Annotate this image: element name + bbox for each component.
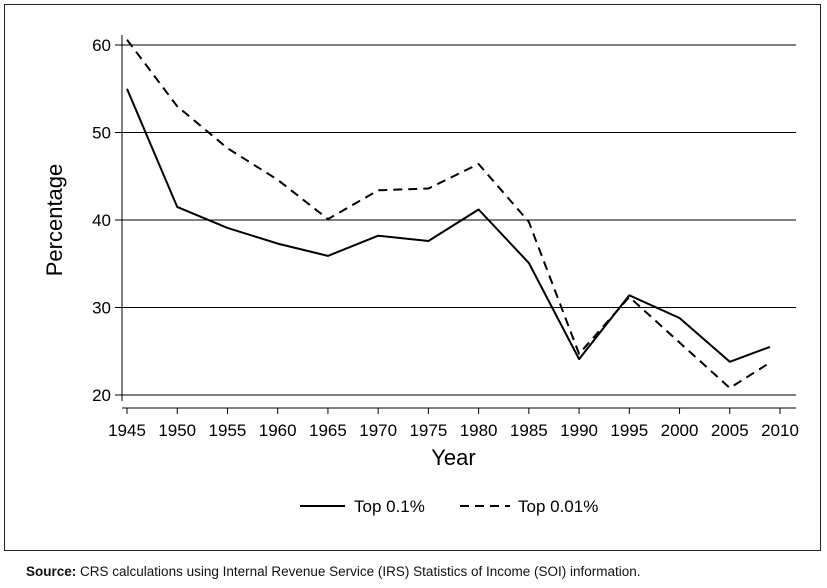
y-axis-title: Percentage — [42, 164, 67, 277]
legend: Top 0.1% Top 0.01% — [300, 497, 598, 516]
x-tick-label: 2010 — [761, 421, 799, 440]
series-line-top-0-01 — [126, 39, 771, 389]
source-note: Source: CRS calculations using Internal … — [26, 564, 641, 579]
x-tick-label: 1955 — [209, 421, 247, 440]
line-chart: 20 30 40 50 60 1945 1950 1955 1960 1965 1970 1975 19… — [42, 35, 799, 516]
x-tick-label: 1945 — [108, 421, 146, 440]
series-line-top-0-1 — [126, 88, 771, 363]
x-axis-title: Year — [431, 445, 475, 470]
x-tick-label: 1950 — [158, 421, 196, 440]
y-tick-label: 40 — [92, 211, 111, 230]
x-tick-label: 1980 — [460, 421, 498, 440]
y-tick-label: 20 — [92, 386, 111, 405]
grid-lines — [122, 44, 796, 396]
x-tick-label: 1960 — [259, 421, 297, 440]
x-tick-label: 1975 — [409, 421, 447, 440]
x-tick-label: 1970 — [359, 421, 397, 440]
source-text: CRS calculations using Internal Revenue … — [80, 564, 641, 579]
legend-label: Top 0.01% — [518, 497, 598, 516]
y-tick-label: 50 — [92, 124, 111, 143]
y-tick-label: 60 — [92, 36, 111, 55]
y-tick-label: 30 — [92, 299, 111, 318]
axes: 20 30 40 50 60 1945 1950 1955 1960 1965 1970 1975 19… — [92, 35, 799, 440]
x-tick-label: 1990 — [560, 421, 598, 440]
x-tick-label: 2005 — [711, 421, 749, 440]
x-tick-label: 1965 — [309, 421, 347, 440]
source-label: Source: — [26, 564, 77, 579]
x-tick-label: 1985 — [510, 421, 548, 440]
x-tick-label: 1995 — [610, 421, 648, 440]
chart-frame: 20 30 40 50 60 1945 1950 1955 1960 1965 1970 1975 19… — [4, 4, 821, 551]
legend-label: Top 0.1% — [354, 497, 425, 516]
series-lines — [126, 39, 771, 389]
x-tick-label: 2000 — [661, 421, 699, 440]
